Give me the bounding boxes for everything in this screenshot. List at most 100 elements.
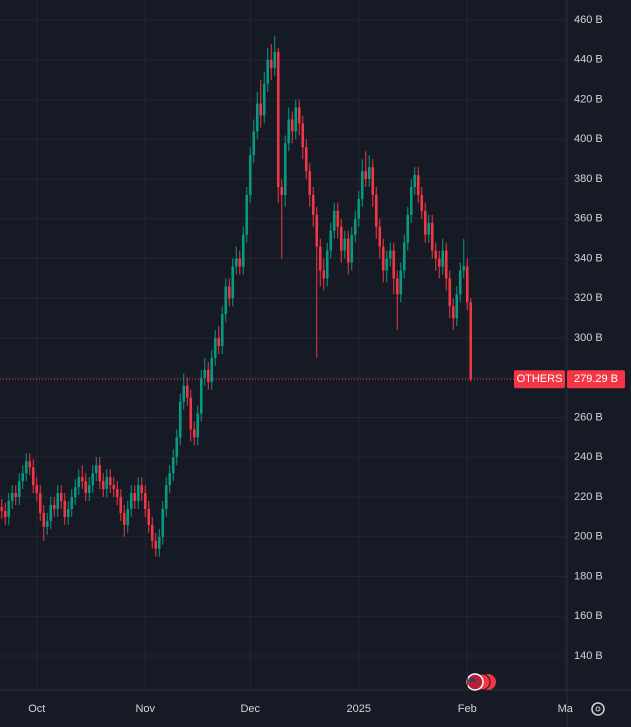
candle-body <box>224 286 228 315</box>
candle-body <box>343 238 347 251</box>
candle-body <box>350 234 354 263</box>
y-tick-label: 360 B <box>574 213 603 225</box>
x-tick-label: Feb <box>458 703 477 715</box>
candle-body <box>241 234 245 267</box>
candle-body <box>262 83 266 116</box>
candle-body <box>63 501 67 517</box>
candle-body <box>133 493 137 502</box>
candle-body <box>441 250 445 267</box>
candles <box>0 35 473 557</box>
candle-body <box>59 493 63 502</box>
events-icon[interactable] <box>466 673 496 691</box>
candle-body <box>154 540 158 549</box>
candle-body <box>21 473 25 482</box>
candle-body <box>276 51 280 188</box>
candle-body <box>129 493 133 509</box>
candle-body <box>91 473 95 486</box>
candle-body <box>52 504 56 509</box>
candle-body <box>157 536 161 549</box>
price-label: 279.29 B <box>574 373 618 385</box>
candle-body <box>14 493 18 498</box>
y-tick-label: 260 B <box>574 411 603 423</box>
candle-body <box>164 485 168 509</box>
candle-body <box>227 286 231 299</box>
candle-body <box>469 302 473 380</box>
candle-body <box>406 214 410 243</box>
y-tick-label: 460 B <box>574 14 603 26</box>
x-tick-label: Dec <box>240 703 260 715</box>
candle-body <box>266 59 270 84</box>
candle-body <box>42 512 46 527</box>
candle-body <box>220 314 224 346</box>
candle-body <box>231 266 235 299</box>
candle-body <box>416 175 420 195</box>
candle-body <box>371 167 375 195</box>
candle-body <box>322 270 326 279</box>
candle-body <box>143 493 147 509</box>
candle-body <box>0 506 4 511</box>
x-tick-label: 2025 <box>347 703 371 715</box>
symbol-label: OTHERS <box>517 373 563 385</box>
candle-body <box>252 131 256 156</box>
candle-body <box>199 377 203 414</box>
candle-body <box>455 294 459 319</box>
candle-body <box>35 485 39 494</box>
candle-body <box>434 250 438 259</box>
y-tick-label: 320 B <box>574 292 603 304</box>
candle-body <box>427 222 431 235</box>
candle-body <box>66 508 70 517</box>
price-label-box <box>567 370 625 389</box>
candle-body <box>451 306 455 319</box>
candle-body <box>248 155 252 195</box>
candle-body <box>409 187 413 215</box>
candle-body <box>311 194 315 215</box>
x-tick-label: Nov <box>135 703 155 715</box>
candle-body <box>287 119 291 144</box>
candle-body <box>49 504 53 521</box>
candle-body <box>423 210 427 235</box>
candle-body <box>3 510 7 517</box>
candle-body <box>10 493 14 502</box>
candle-body <box>175 437 179 458</box>
gear-hub <box>595 706 601 712</box>
y-tick-label: 420 B <box>574 93 603 105</box>
y-tick-label: 180 B <box>574 570 603 582</box>
y-tick-label: 300 B <box>574 332 603 344</box>
candle-body <box>364 171 368 180</box>
candle-body <box>367 167 371 180</box>
candle-body <box>329 230 333 251</box>
candle-body <box>178 401 182 438</box>
gear <box>591 702 605 716</box>
candle-body <box>203 369 207 378</box>
candle-body <box>381 246 385 271</box>
candle-body <box>147 508 151 525</box>
candle-body <box>245 194 249 235</box>
candle-body <box>168 473 172 486</box>
candle-body <box>339 226 343 251</box>
candle-body <box>7 501 11 517</box>
candle-body <box>388 250 392 259</box>
candle-body <box>122 512 126 525</box>
candle-body <box>185 385 189 398</box>
y-tick-label: 200 B <box>574 531 603 543</box>
candle-body <box>115 489 119 498</box>
settings-icon[interactable] <box>591 702 605 716</box>
x-tick-label: Oct <box>28 703 45 715</box>
candle-body <box>462 266 466 271</box>
candle-body <box>325 250 329 279</box>
candle-body <box>283 143 287 195</box>
candle-body <box>112 485 116 490</box>
y-tick-label: 440 B <box>574 54 603 66</box>
candle-body <box>444 250 448 279</box>
x-tick-label: Ma <box>558 703 574 715</box>
candle-body <box>332 210 336 231</box>
candle-body <box>259 103 263 116</box>
y-tick-label: 240 B <box>574 451 603 463</box>
candle-body <box>238 258 242 267</box>
candle-body <box>210 357 214 382</box>
candle-body <box>290 119 294 132</box>
candle-body <box>150 524 154 541</box>
candle-body <box>353 218 357 235</box>
candle-body <box>357 198 361 219</box>
